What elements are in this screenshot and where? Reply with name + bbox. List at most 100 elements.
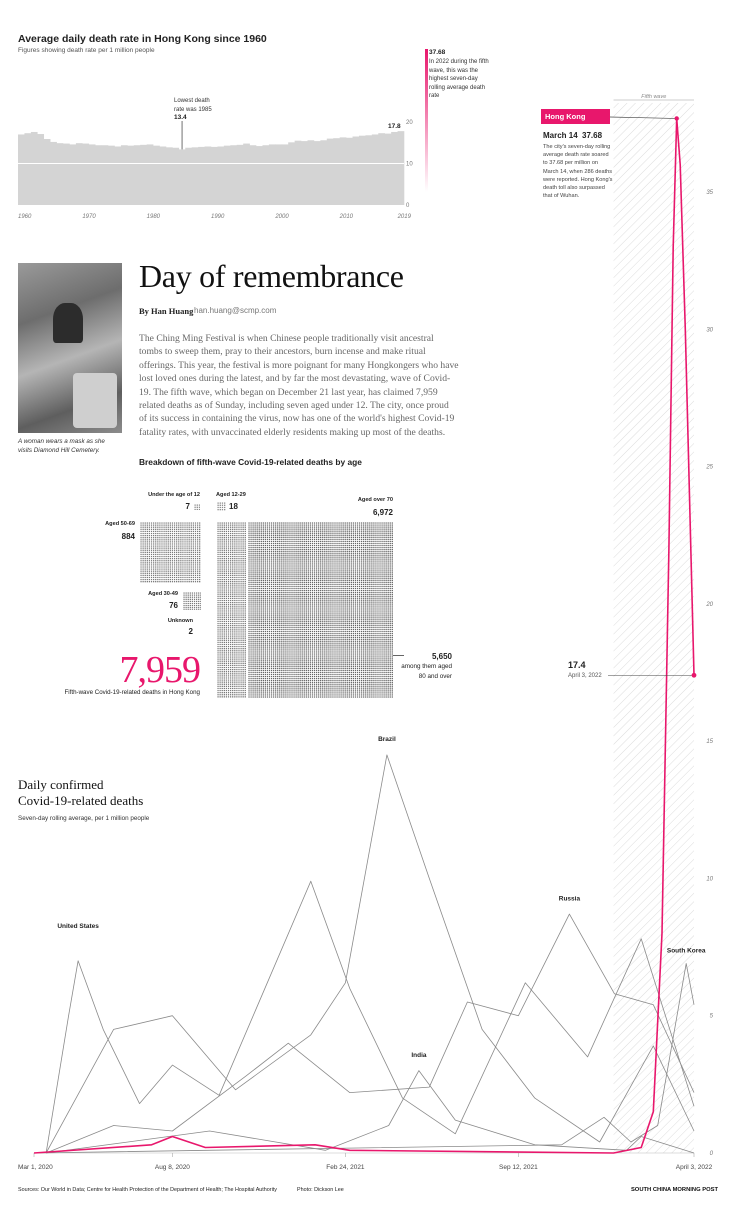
country-label: South Korea [667, 948, 706, 955]
photo-figure [53, 303, 83, 343]
series-line-india [46, 1070, 695, 1154]
bar-2013 [358, 135, 366, 205]
main-x-tick: Sep 12, 2021 [499, 1164, 538, 1171]
total-deaths-label: Fifth-wave Covid-19-related deaths in Ho… [64, 689, 200, 696]
top-y-tick: 10 [406, 162, 413, 168]
byline-name: By Han Huang [139, 306, 194, 316]
age-label-over-70: Aged over 70 [357, 497, 393, 503]
bar-2016 [378, 133, 385, 205]
end-value: 17.4 [568, 660, 586, 670]
bar-1964 [43, 139, 51, 205]
bar-2000 [275, 144, 283, 205]
bar-1975 [114, 146, 122, 205]
main-y-tick: 35 [706, 190, 713, 196]
age-dots-50-69 [140, 522, 201, 583]
hk-note: The city's seven-day rolling average dea… [543, 144, 613, 200]
sub-connector [393, 655, 404, 656]
age-value-unknown: 2 [188, 627, 193, 636]
top-chart-title: Average daily death rate in Hong Kong si… [18, 33, 267, 45]
bar-1990 [211, 146, 218, 205]
bar-1963 [37, 134, 45, 205]
bar-1994 [236, 144, 244, 205]
series-line-south-korea [33, 963, 695, 1154]
hk-end-dot [691, 672, 697, 678]
main-y-tick: 5 [710, 1014, 714, 1020]
age-dots-under-12 [194, 504, 200, 510]
hk-value: 37.68 [582, 131, 603, 140]
bar-1966 [56, 143, 64, 205]
main-chart-title-2: Covid-19-related deaths [18, 793, 144, 808]
age-label-12-29: Aged 12-29 [216, 492, 246, 498]
top-y-tick: 0 [406, 203, 410, 209]
bar-2017 [384, 133, 392, 205]
series-line-united-states [45, 880, 695, 1154]
bar-2012 [352, 136, 360, 205]
bar-1977 [127, 145, 135, 205]
bar-2003 [294, 140, 302, 205]
article-body: The Ching Ming Festival is when Chinese … [139, 333, 459, 438]
bar-2019 [397, 131, 405, 205]
country-label: United States [57, 923, 99, 930]
bar-1989 [204, 146, 212, 205]
top-x-tick: 1990 [211, 214, 225, 220]
bar-1995 [243, 143, 250, 205]
bar-1996 [249, 145, 257, 205]
fifth-wave-label: Fifth wave [641, 94, 666, 100]
article-photo [18, 263, 122, 433]
bar-1962 [30, 131, 38, 205]
country-label: Russia [559, 895, 581, 902]
bar-1997 [256, 146, 263, 205]
top-x-tick: 2010 [339, 214, 354, 220]
footer-brand: SOUTH CHINA MORNING POST [630, 1187, 718, 1193]
main-x-tick: April 3, 2022 [676, 1164, 713, 1171]
bar-1967 [63, 143, 70, 205]
bar-1979 [140, 144, 147, 205]
main-y-tick: 0 [710, 1151, 714, 1157]
age-value-30-49: 76 [169, 601, 178, 610]
bar-1965 [50, 141, 57, 205]
peak-value: 37.68 [429, 49, 446, 56]
top-y-tick: 20 [406, 120, 413, 126]
main-y-tick: 15 [706, 739, 713, 745]
low-label: Lowest death rate was 1985 [174, 98, 212, 113]
bar-1984 [172, 147, 180, 205]
bar-1970 [82, 143, 90, 205]
age-label-unknown: Unknown [167, 618, 193, 624]
last-value-label: 17.8 [388, 123, 401, 130]
hk-peak-dot [674, 116, 679, 121]
age-dots-over-70 [248, 522, 393, 698]
bar-1969 [75, 143, 83, 205]
bar-2010 [339, 137, 347, 205]
bar-1973 [101, 145, 109, 205]
bar-1983 [165, 147, 173, 205]
bar-1978 [133, 145, 141, 205]
main-y-tick: 10 [706, 876, 713, 882]
age-label-under-12: Under the age of 12 [148, 492, 200, 498]
hk-label: Hong Kong [545, 112, 586, 121]
bar-1968 [69, 144, 77, 205]
top-x-tick: 1960 [18, 214, 32, 220]
top-x-tick: 2019 [397, 214, 412, 220]
bar-1985 [178, 149, 186, 205]
bar-1972 [95, 145, 102, 205]
peak-bar [425, 49, 428, 192]
peak-note: In 2022 during the fifth wave, this was … [429, 59, 489, 100]
age-dots-30-49 [183, 592, 201, 610]
bar-1999 [268, 144, 276, 205]
country-label: Brazil [378, 736, 396, 743]
total-deaths: 7,959 [119, 649, 202, 691]
sub-label: among them aged 80 and over [401, 663, 452, 680]
hk-peak-pointer [609, 116, 675, 119]
main-y-tick: 25 [705, 465, 713, 471]
bar-2005 [307, 140, 315, 205]
main-chart-subtitle: Seven-day rolling average, per 1 million… [18, 815, 150, 822]
bar-1981 [153, 145, 160, 205]
bar-1998 [262, 145, 270, 205]
bar-1988 [198, 146, 205, 205]
top-x-tick: 2000 [274, 214, 289, 220]
low-value: 13.4 [174, 114, 187, 121]
bar-2009 [333, 138, 340, 205]
bar-1961 [24, 133, 32, 205]
